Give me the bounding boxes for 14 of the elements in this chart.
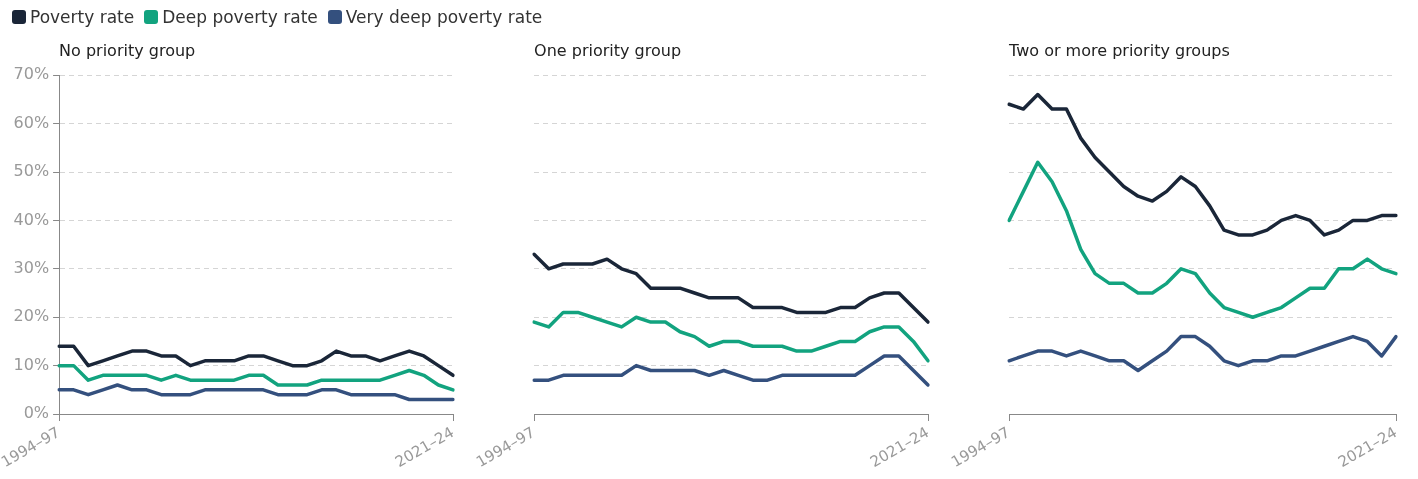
y-tick-label: 50% bbox=[13, 161, 50, 181]
chart-title: One priority group bbox=[534, 40, 682, 60]
y-tick-label: 60% bbox=[13, 112, 50, 132]
legend-label: Deep poverty rate bbox=[162, 7, 318, 27]
y-tick-label: 10% bbox=[13, 354, 50, 374]
chart-title: Two or more priority groups bbox=[1008, 40, 1230, 60]
legend-label: Very deep poverty rate bbox=[345, 7, 543, 27]
y-tick-label: 70% bbox=[13, 64, 50, 84]
y-tick-label: 20% bbox=[13, 306, 50, 326]
y-tick-label: 30% bbox=[13, 257, 50, 277]
y-tick-label: 0% bbox=[23, 403, 50, 423]
chart-title: No priority group bbox=[59, 40, 196, 60]
legend-label: Poverty rate bbox=[30, 7, 135, 27]
y-tick-label: 40% bbox=[13, 209, 50, 229]
